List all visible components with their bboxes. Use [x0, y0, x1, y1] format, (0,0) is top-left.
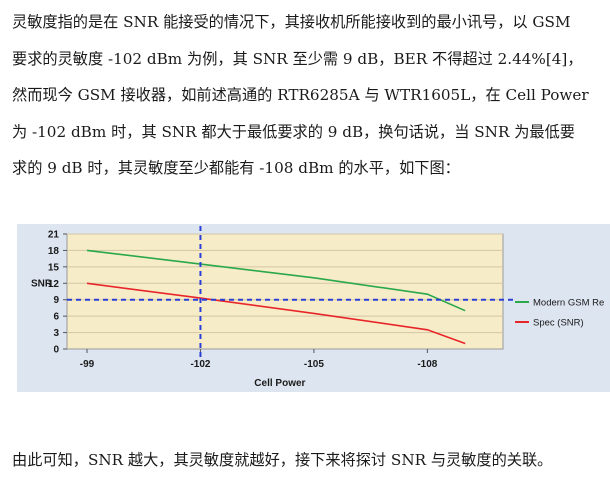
y-tick-label: 12: [48, 279, 60, 290]
y-tick-label: 6: [53, 312, 59, 323]
series-line-1: [86, 282, 466, 345]
x-tick-label: -105: [304, 359, 324, 370]
paragraph-line: 要求的灵敏度 -102 dBm 为例，其 SNR 至少需 9 dB，BER 不得…: [12, 49, 583, 68]
paragraph-bottom: 由此可知，SNR 越大，其灵敏度就越好，接下来将探讨 SNR 与灵敏度的关联。: [12, 451, 553, 469]
paragraph-line: 为 -102 dBm 时，其 SNR 都大于最低要求的 9 dB，换句话说，当 …: [12, 122, 575, 141]
x-axis-label: Cell Power: [254, 378, 305, 389]
x-tick-label: -102: [190, 359, 210, 370]
y-axis-label: SNR: [31, 278, 53, 289]
y-tick-label: 18: [48, 246, 60, 257]
plot-area: [66, 233, 504, 350]
y-tick-label: 15: [48, 262, 60, 273]
y-tick-label: 3: [53, 328, 59, 339]
legend-label: Modern GSM Re: [533, 298, 604, 309]
snr-cell-power-chart: 0 3 6 9 12 15 18 21 -99 -102 -105 -108 SNR Cell Power…: [17, 224, 610, 392]
y-tick-label: 21: [48, 230, 60, 241]
chart-svg: 0 3 6 9 12 15 18 21 -99 -102 -105 -108 SNR Cell Power…: [31, 226, 604, 389]
legend-label: Spec (SNR): [533, 318, 584, 329]
y-tick-label: 0: [53, 345, 59, 356]
paragraph-top: 灵敏度指的是在 SNR 能接受的情况下，其接收机所能接收到的最小讯号，以 GSM…: [12, 4, 602, 187]
y-tick-label: 9: [53, 295, 59, 306]
x-tick-label: -108: [417, 359, 437, 370]
paragraph-line: 求的 9 dB 时，其灵敏度至少都能有 -108 dBm 的水平，如下图：: [12, 159, 460, 177]
x-tick-label: -99: [80, 359, 95, 370]
paragraph-line: 灵敏度指的是在 SNR 能接受的情况下，其接收机所能接收到的最小讯号，以 GSM: [12, 13, 571, 31]
paragraph-line: 然而现今 GSM 接收器，如前述高通的 RTR6285A 与 WTR1605L，…: [12, 86, 589, 104]
